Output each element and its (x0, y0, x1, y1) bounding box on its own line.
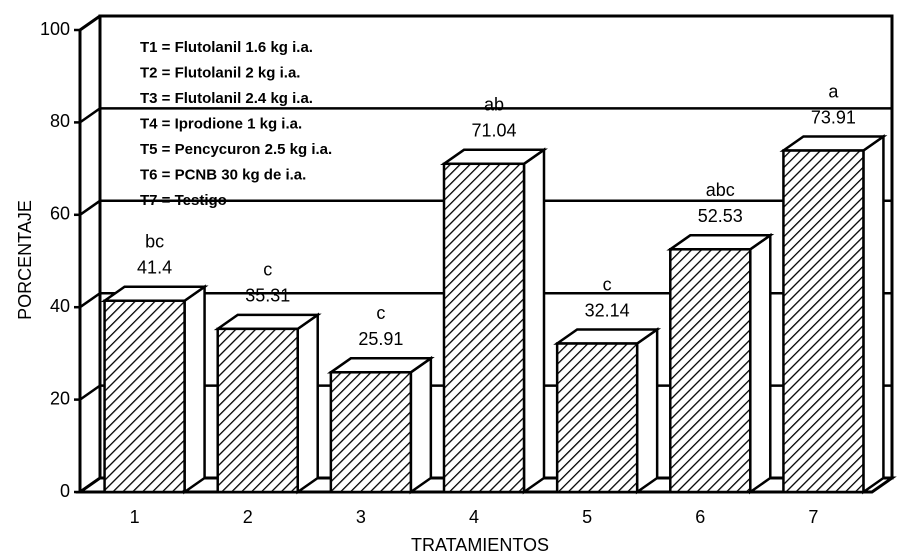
y-tick-label: 60 (50, 204, 70, 224)
bar-top (553, 328, 662, 345)
grid-line (79, 199, 892, 216)
bar-top (440, 148, 548, 166)
significance-label: c (376, 303, 385, 323)
value-label: 52.53 (698, 206, 743, 226)
bar-side (749, 232, 772, 495)
significance-label: bc (145, 231, 164, 251)
grid-line (79, 107, 892, 124)
value-label: 25.91 (358, 329, 403, 349)
value-label: 73.91 (811, 107, 856, 127)
significance-label: c (603, 274, 612, 294)
bar-top (779, 135, 888, 152)
x-axis-label: TRATAMIENTOS (411, 535, 549, 555)
bar-top (326, 357, 435, 374)
significance-label: ab (484, 95, 504, 115)
legend-line: T7 = Testigo (140, 192, 227, 209)
bar-side (522, 147, 546, 495)
x-tick-label: 5 (582, 507, 592, 527)
bar (216, 327, 299, 494)
x-tick-label: 2 (243, 507, 253, 527)
legend-line: T3 = Flutolanil 2.4 kg i.a. (140, 90, 313, 107)
bar-top (100, 285, 209, 302)
x-tick-label: 1 (130, 507, 140, 527)
bar-side (635, 327, 659, 495)
legend-line: T4 = Iprodione 1 kg i.a. (140, 115, 302, 132)
x-tick-label: 4 (469, 507, 479, 527)
bar (329, 371, 413, 494)
bar-side (862, 134, 885, 495)
value-label: 71.04 (471, 121, 516, 141)
y-tick-label: 20 (50, 388, 70, 408)
significance-label: a (828, 81, 839, 101)
value-label: 41.4 (137, 257, 172, 277)
bar (555, 342, 639, 494)
bar-top (213, 313, 322, 331)
bar-side (183, 284, 206, 495)
bar-side (296, 312, 319, 495)
y-tick-label: 100 (40, 19, 70, 39)
y-tick-label: 0 (60, 481, 70, 501)
grid-line (79, 291, 892, 309)
legend-line: T6 = PCNB 30 kg de i.a. (140, 166, 306, 183)
bar (669, 248, 752, 494)
bar (442, 162, 526, 494)
bar (103, 299, 186, 494)
x-tick-label: 3 (356, 507, 366, 527)
y-tick-label: 80 (50, 111, 70, 131)
bar (782, 149, 865, 494)
bar-side (409, 355, 433, 495)
legend-line: T5 = Pencycuron 2.5 kg i.a. (140, 141, 332, 158)
significance-label: abc (706, 180, 735, 200)
x-tick-label: 6 (695, 507, 705, 527)
y-axis-label: PORCENTAJE (15, 200, 35, 320)
y-axis-back (79, 14, 101, 32)
value-label: 32.14 (585, 300, 630, 320)
y-tick-label: 40 (50, 296, 70, 316)
x-tick-label: 7 (808, 507, 818, 527)
legend-line: T2 = Flutolanil 2 kg i.a. (140, 64, 300, 81)
significance-label: c (263, 260, 272, 280)
bar-top (666, 234, 775, 251)
value-label: 35.31 (245, 286, 290, 306)
legend-line: T1 = Flutolanil 1.6 kg i.a. (140, 39, 313, 56)
grid-line (79, 14, 892, 32)
